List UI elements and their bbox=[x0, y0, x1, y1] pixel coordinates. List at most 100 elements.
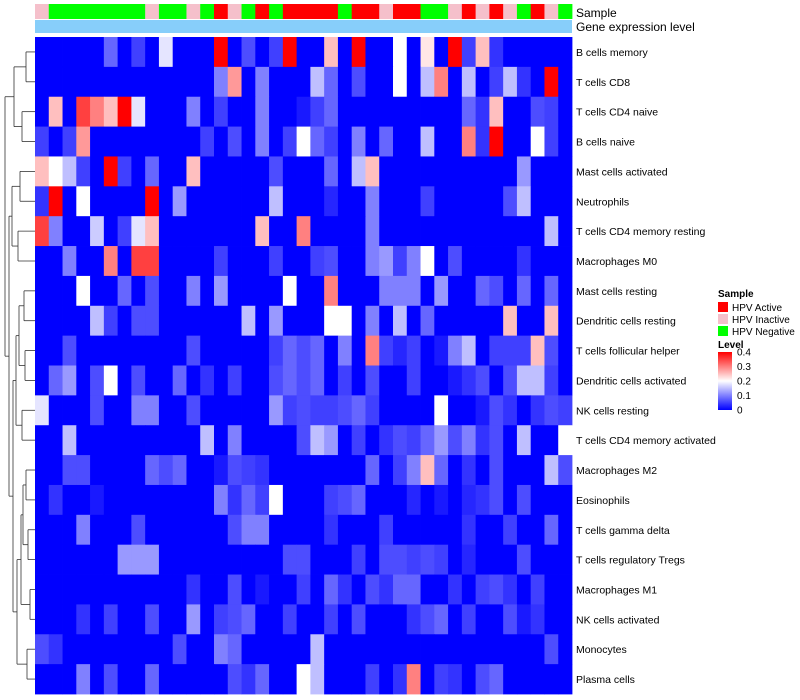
heatmap-cell bbox=[131, 186, 146, 217]
heatmap-cell bbox=[241, 275, 256, 307]
heatmap-cell bbox=[117, 216, 132, 247]
heatmap-cell bbox=[310, 664, 325, 695]
heatmap-cell bbox=[544, 66, 559, 98]
heatmap-cell bbox=[351, 455, 366, 486]
heatmap-cell bbox=[461, 156, 477, 187]
heatmap-cell bbox=[420, 455, 435, 486]
heatmap-cell bbox=[379, 365, 394, 396]
heatmap-cell bbox=[103, 484, 119, 516]
heatmap-cell bbox=[35, 544, 50, 575]
heatmap-cell bbox=[117, 484, 132, 516]
heatmap-cell bbox=[296, 604, 311, 635]
heatmap-cell bbox=[296, 335, 311, 366]
heatmap-cell bbox=[103, 574, 119, 605]
heatmap-cell bbox=[379, 305, 394, 337]
sample-annotation-cell bbox=[530, 4, 545, 19]
heatmap-cell bbox=[103, 365, 119, 396]
heatmap-cell bbox=[503, 96, 518, 127]
heatmap-cell bbox=[365, 664, 380, 695]
heatmap-cell bbox=[475, 96, 490, 127]
heatmap-cell bbox=[448, 395, 463, 426]
heatmap-cell bbox=[365, 365, 380, 396]
heatmap-cell bbox=[475, 66, 490, 98]
heatmap-cell bbox=[200, 544, 215, 575]
heatmap-cell bbox=[503, 186, 518, 217]
heatmap-cell bbox=[255, 156, 270, 187]
heatmap-cell bbox=[351, 574, 366, 605]
heatmap-cell bbox=[35, 66, 50, 98]
heatmap-cell bbox=[255, 66, 270, 98]
heatmap-cell bbox=[62, 96, 77, 127]
heatmap-cell bbox=[172, 514, 187, 546]
heatmap-cell bbox=[393, 126, 408, 157]
heatmap-cell bbox=[241, 664, 256, 695]
heatmap-cell bbox=[255, 186, 270, 217]
heatmap-cell bbox=[186, 395, 201, 426]
heatmap-cell bbox=[351, 395, 366, 426]
heatmap-cell bbox=[145, 544, 160, 575]
heatmap-cell bbox=[393, 186, 408, 217]
legend-tick-label: 0.1 bbox=[737, 391, 751, 402]
heatmap-cell bbox=[269, 126, 284, 157]
heatmap-cell bbox=[200, 634, 215, 665]
heatmap-cell bbox=[186, 365, 201, 396]
heatmap-cell bbox=[558, 66, 573, 98]
heatmap-cell bbox=[131, 96, 146, 127]
heatmap-cell bbox=[117, 37, 132, 68]
heatmap-cell bbox=[117, 126, 132, 157]
heatmap-cell bbox=[269, 574, 284, 605]
heatmap-cell bbox=[434, 455, 449, 486]
heatmap-cell bbox=[200, 604, 215, 635]
heatmap-cell bbox=[448, 275, 463, 307]
heatmap-cell bbox=[296, 664, 311, 695]
heatmap-cell bbox=[324, 514, 339, 546]
heatmap-cell bbox=[516, 365, 532, 396]
heatmap-cell bbox=[117, 156, 132, 187]
row-label: Mast cells resting bbox=[576, 286, 657, 298]
heatmap-cell bbox=[406, 455, 421, 486]
heatmap-cell bbox=[269, 66, 284, 98]
sample-annotation-cell bbox=[35, 4, 50, 19]
heatmap-cell bbox=[544, 514, 559, 546]
heatmap-cell bbox=[227, 514, 242, 546]
heatmap-cell bbox=[269, 216, 284, 247]
heatmap-cell bbox=[227, 335, 242, 366]
row-label: B cells naive bbox=[576, 137, 635, 149]
heatmap-cell bbox=[186, 305, 201, 337]
heatmap-cell bbox=[379, 246, 394, 277]
heatmap-cell bbox=[516, 37, 532, 68]
heatmap-cell bbox=[489, 275, 504, 307]
heatmap-cell bbox=[145, 275, 160, 307]
heatmap-cell bbox=[558, 275, 573, 307]
sample-annotation-cell bbox=[117, 4, 132, 19]
heatmap-cell bbox=[310, 544, 325, 575]
heatmap-cell bbox=[379, 66, 394, 98]
heatmap-cell bbox=[48, 484, 63, 516]
heatmap-cell bbox=[145, 216, 160, 247]
heatmap-cell bbox=[200, 425, 215, 456]
heatmap-cell bbox=[241, 395, 256, 426]
heatmap-cell bbox=[145, 365, 160, 396]
heatmap-cell bbox=[62, 604, 77, 635]
heatmap-cell bbox=[365, 246, 380, 277]
legend-swatch bbox=[718, 326, 728, 336]
heatmap-cell bbox=[172, 216, 187, 247]
heatmap-cell bbox=[282, 484, 298, 516]
heatmap-cell bbox=[76, 484, 91, 516]
heatmap-cell bbox=[406, 37, 421, 68]
heatmap-cell bbox=[35, 455, 50, 486]
gene-expression-annotation-bar bbox=[35, 20, 572, 33]
heatmap-cell bbox=[200, 216, 215, 247]
sample-annotation-cell bbox=[269, 4, 284, 19]
heatmap-cell bbox=[227, 156, 242, 187]
heatmap-cell bbox=[324, 455, 339, 486]
heatmap-cell bbox=[282, 216, 298, 247]
heatmap-cell bbox=[282, 335, 298, 366]
heatmap-cell bbox=[200, 156, 215, 187]
heatmap-cell bbox=[282, 186, 298, 217]
heatmap-cell bbox=[145, 96, 160, 127]
heatmap-cell bbox=[544, 156, 559, 187]
heatmap-cell bbox=[214, 216, 229, 247]
heatmap-cell bbox=[351, 484, 366, 516]
heatmap-cell bbox=[420, 216, 435, 247]
